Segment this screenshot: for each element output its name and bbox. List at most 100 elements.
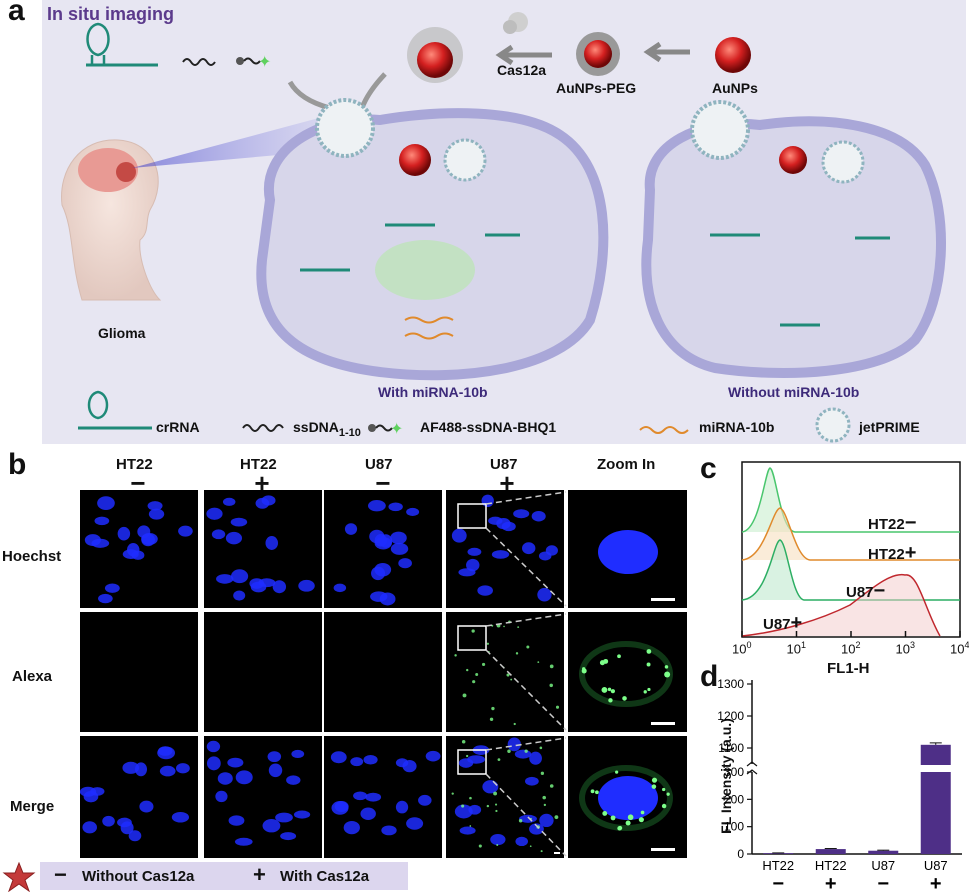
x-tick-label: HT22 (815, 858, 847, 873)
row-label-1: Hoechst (2, 548, 62, 565)
cell-without-mirna (641, 100, 947, 378)
bar (815, 849, 846, 854)
x-tick-label: U87 (924, 858, 948, 873)
probe-icon: ✦ (236, 54, 271, 71)
x-tick-label: 101 (786, 640, 806, 657)
x-tick-label: U87 (871, 858, 895, 873)
axis-break-mark (746, 769, 758, 775)
legend-probe-icon: ✦ (368, 421, 403, 438)
arrow-left-2 (643, 41, 690, 63)
x-tick-label: 104 (950, 640, 969, 657)
label-with-mirna: With miRNA-10b (378, 384, 488, 400)
label-glioma: Glioma (98, 325, 146, 341)
micrograph-alexa-5 (568, 612, 687, 732)
bar-break (919, 765, 952, 771)
head-illustration (61, 139, 162, 301)
panel-d-letter: d (700, 660, 719, 693)
arrow-left-1 (495, 44, 552, 66)
legend-without-cas12a: Without Cas12a (82, 868, 195, 885)
x-tick-label: 102 (841, 640, 861, 657)
hist-label-1-sign: − (904, 512, 917, 534)
legend-mirna-icon (639, 426, 689, 434)
legend-jetprime: jetPRIME (859, 419, 920, 435)
y-tick-label: 100 (724, 820, 744, 834)
micrograph-merge-1 (80, 736, 198, 858)
panel-a-title: In situ imaging (47, 4, 175, 24)
row-label-3: Merge (10, 798, 55, 815)
hist-label-4: U87+ (763, 612, 802, 635)
col-sign-2: + (254, 468, 270, 498)
row-label-2: Alexa (12, 668, 53, 685)
bar (868, 850, 899, 854)
col-header-4: U87 (490, 456, 518, 473)
scale-bar (554, 852, 560, 854)
x-tick-sign: − (877, 873, 889, 893)
col-header-2: HT22 (240, 456, 277, 473)
legend-ssdna: ssDNA1-10 (293, 419, 361, 439)
hist-label-2: HT22+ (868, 542, 916, 565)
curve-ht22-plus (741, 507, 960, 561)
legend-crrna-icon (78, 390, 152, 430)
x-tick-label: 103 (895, 640, 915, 657)
legend-with-cas12a: With Cas12a (280, 868, 370, 885)
label-cas12a: Cas12a (497, 62, 547, 78)
micrograph-hoechst-5 (568, 490, 687, 608)
y-tick-label: 0 (737, 847, 744, 861)
col-sign-3: − (375, 468, 391, 498)
y-tick-label: 300 (724, 765, 744, 779)
panel-a-letter: a (8, 0, 25, 27)
histogram-xlabel: FL1-H (827, 660, 870, 677)
col-sign-1: − (130, 468, 146, 498)
scale-bar (651, 722, 675, 725)
axis-break-mark (746, 761, 758, 767)
panel-a-illustration: ✦ (61, 12, 947, 443)
curve-u87-minus (741, 539, 960, 601)
micrograph-images (80, 490, 687, 858)
bar (920, 772, 951, 854)
col-sign-4: + (499, 468, 515, 498)
imaging-beam (132, 115, 335, 168)
panel-b-letter: b (8, 448, 27, 481)
cas12a-protein-icon (503, 12, 528, 34)
micrograph-hoechst-2 (204, 490, 322, 608)
x-tick-label: HT22 (762, 858, 794, 873)
micrograph-hoechst-1 (80, 490, 198, 608)
micrograph-merge-2 (204, 736, 322, 858)
hist-label-3: U87− (846, 580, 885, 603)
crrna-icon (86, 22, 158, 67)
legend-plus: + (253, 862, 266, 887)
legend-ssdna-sub: 1-10 (338, 426, 361, 439)
aunps-icon (715, 37, 751, 73)
micrograph-merge-3 (324, 736, 442, 858)
cas12a-legend-box (40, 862, 408, 890)
micrograph-alexa-3 (324, 612, 442, 732)
svg-text:✦: ✦ (390, 421, 403, 438)
hist-label-4-text: U87 (763, 616, 791, 633)
legend-crrna: crRNA (156, 419, 200, 435)
label-aunps: AuNPs (712, 80, 758, 96)
svg-text:✦: ✦ (258, 54, 271, 71)
x-axis-ticks (741, 631, 961, 637)
hist-label-1-text: HT22 (868, 516, 905, 533)
micrograph-merge-5 (568, 736, 687, 858)
cas12a-aunp-complex (407, 27, 463, 83)
panel-c-letter: c (700, 452, 717, 485)
col-header-3: U87 (365, 456, 393, 473)
hist-label-2-text: HT22 (868, 546, 905, 563)
micrograph-hoechst-4 (446, 490, 567, 608)
legend-mirna: miRNA-10b (699, 419, 775, 435)
bar (763, 853, 794, 854)
legend-jetprime-icon (815, 407, 851, 443)
ssdna-icon (182, 58, 216, 66)
legend-probe: AF488-ssDNA-BHQ1 (420, 419, 557, 435)
col-header-1: HT22 (116, 456, 153, 473)
zoom-nucleus (598, 776, 658, 820)
x-tick-label: 100 (732, 640, 752, 657)
scale-bar (651, 598, 675, 601)
micrograph-merge-4 (446, 736, 567, 858)
curve-u87-plus (741, 573, 941, 637)
micrograph-alexa-2 (204, 612, 322, 732)
hist-label-1: HT22− (868, 512, 916, 535)
zoom-box (457, 625, 487, 651)
